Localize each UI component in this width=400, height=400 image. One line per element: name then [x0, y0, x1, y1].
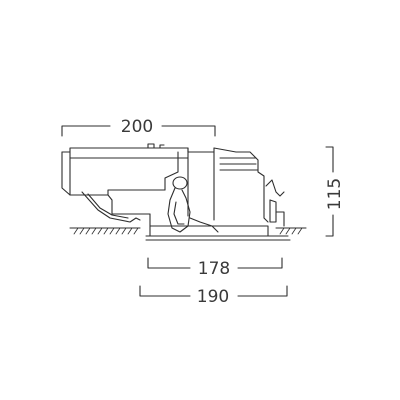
- dimension-top-width: [61, 125, 216, 137]
- dimension-trim-inner: [147, 257, 283, 269]
- dimension-height-label: 115: [325, 178, 345, 210]
- dimension-trim-outer: [139, 285, 288, 297]
- dimension-height: [325, 146, 334, 237]
- ceiling-left: [69, 227, 141, 235]
- reflector-body: [145, 147, 291, 241]
- mounting-bracket: [81, 191, 141, 223]
- dimension-trim-inner-label: 178: [198, 259, 230, 279]
- cable-coil: [167, 176, 219, 233]
- dimension-trim-outer-label: 190: [197, 287, 229, 307]
- ceiling-right: [275, 227, 307, 235]
- driver-housing: [61, 143, 189, 217]
- spring-clip: [265, 179, 285, 227]
- dimension-top-width-label: 200: [121, 117, 153, 137]
